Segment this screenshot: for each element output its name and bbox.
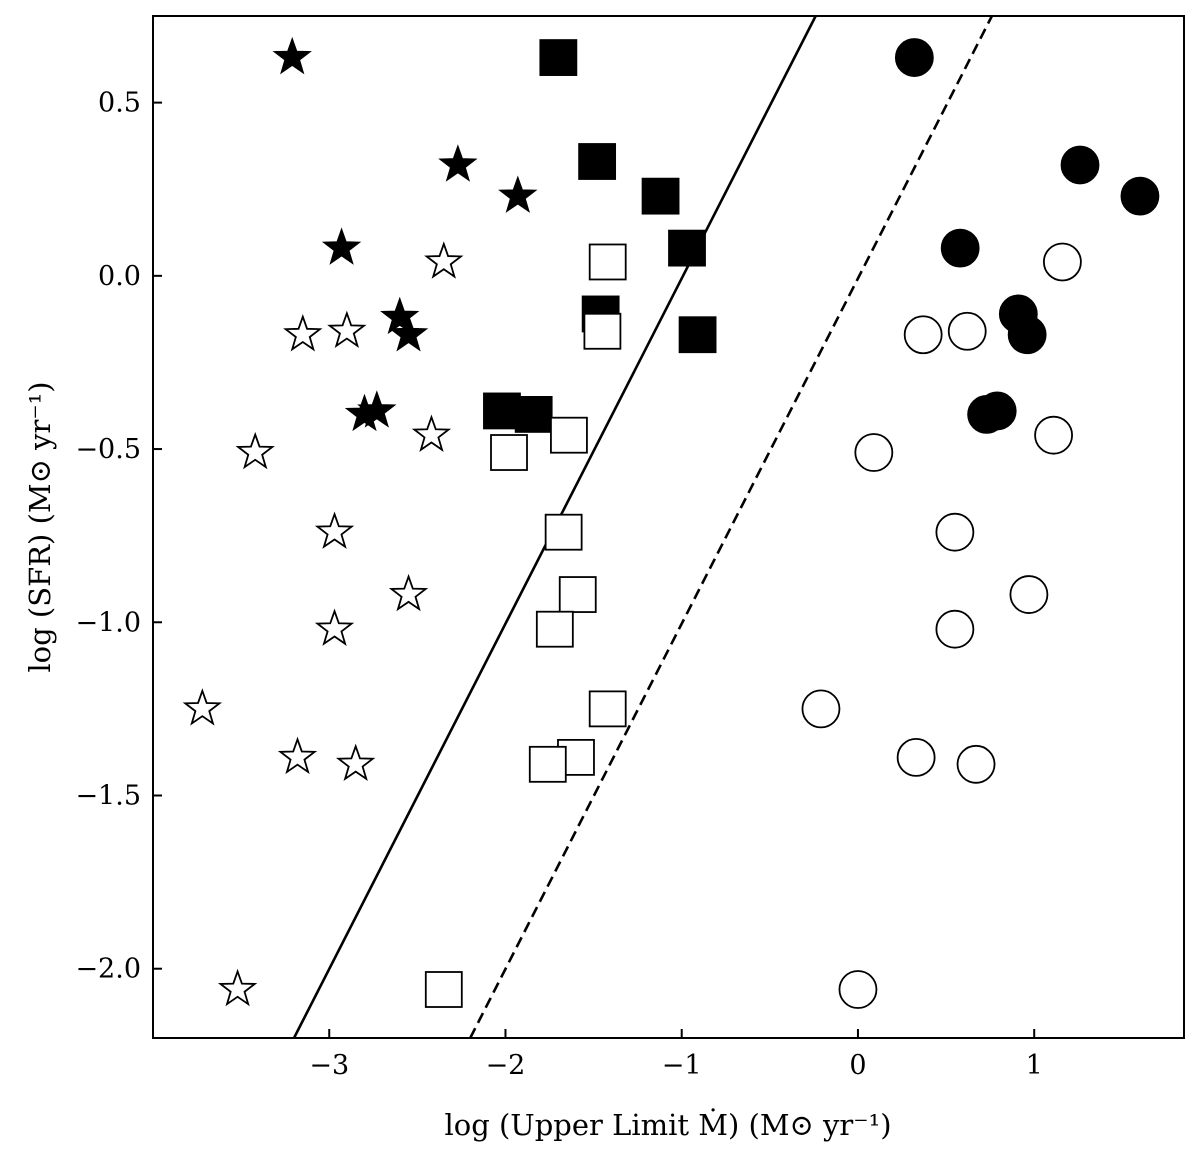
filled-square-point bbox=[641, 177, 680, 215]
filled-square-point bbox=[678, 316, 717, 354]
x-tick-label: 0 bbox=[849, 1050, 866, 1081]
filled-circle-point bbox=[940, 228, 980, 268]
open-square-point bbox=[588, 243, 627, 281]
dashed-reference-line bbox=[469, 16, 994, 1038]
open-circle-point bbox=[1009, 575, 1049, 614]
open-square-point bbox=[490, 434, 528, 471]
open-star-point bbox=[277, 736, 318, 775]
open-circle-point bbox=[956, 744, 996, 784]
filled-square-point bbox=[668, 229, 706, 267]
open-star-point bbox=[411, 414, 452, 452]
open-star-point bbox=[424, 241, 464, 279]
open-circle-point bbox=[947, 311, 987, 351]
open-star-point bbox=[336, 743, 376, 782]
filled-square-point bbox=[514, 396, 553, 433]
y-tick-label: −2.0 bbox=[75, 954, 141, 985]
open-circle-point bbox=[903, 315, 943, 355]
filled-circle-point bbox=[1007, 315, 1047, 355]
open-circle-point bbox=[896, 737, 936, 777]
open-square-point bbox=[588, 690, 627, 728]
y-tick-label: 0.0 bbox=[98, 261, 141, 292]
open-star-point bbox=[314, 511, 355, 549]
filled-star-point bbox=[388, 314, 429, 352]
open-star-point bbox=[388, 573, 429, 612]
open-circle-point bbox=[854, 433, 894, 472]
open-star-point bbox=[283, 314, 323, 352]
open-circle-point bbox=[935, 609, 975, 649]
filled-star-point bbox=[272, 36, 312, 75]
x-tick-label: −3 bbox=[309, 1050, 349, 1081]
filled-star-point bbox=[438, 144, 478, 182]
open-square-point bbox=[558, 576, 597, 613]
open-square-point bbox=[424, 971, 463, 1008]
filled-star-point bbox=[380, 296, 420, 335]
x-axis-label: log (Upper Limit Ṁ) (M⊙ yr⁻¹) bbox=[444, 1107, 891, 1142]
x-tick-label: −2 bbox=[486, 1050, 526, 1081]
open-square-point bbox=[583, 312, 622, 350]
open-circle-point bbox=[1034, 415, 1073, 455]
points-layer bbox=[182, 36, 1160, 1009]
open-square-point bbox=[544, 513, 583, 551]
open-square-point bbox=[550, 416, 588, 454]
filled-square-point bbox=[578, 143, 617, 180]
plot-frame bbox=[152, 15, 1185, 1039]
y-tick-label: 0.5 bbox=[98, 88, 141, 119]
filled-square-point bbox=[483, 392, 521, 430]
open-circle-point bbox=[838, 970, 878, 1009]
y-axis-label: log (SFR) (M⊙ yr⁻¹) bbox=[23, 381, 57, 672]
open-star-point bbox=[314, 608, 355, 646]
open-square-point bbox=[528, 745, 567, 783]
y-tick-label: −1.0 bbox=[75, 607, 141, 638]
y-axis: −2.0 −1.5 −1.0 −0.5 0.0 0.5 bbox=[75, 88, 162, 985]
filled-circle-point bbox=[1060, 145, 1100, 185]
filled-star-point bbox=[498, 175, 538, 213]
open-star-point bbox=[217, 968, 258, 1007]
open-star-point bbox=[235, 431, 275, 470]
open-circle-point bbox=[935, 512, 975, 552]
filled-circle-point bbox=[977, 391, 1017, 431]
open-circle-point bbox=[1042, 242, 1082, 282]
filled-star-point bbox=[321, 227, 362, 265]
x-tick-label: −1 bbox=[662, 1050, 702, 1081]
open-star-point bbox=[182, 688, 223, 726]
x-tick-label: 1 bbox=[1026, 1050, 1043, 1081]
x-axis: −3 −2 −1 0 1 bbox=[309, 1029, 1043, 1081]
y-tick-label: −0.5 bbox=[75, 434, 141, 465]
y-tick-label: −1.5 bbox=[75, 780, 141, 811]
open-circle-point bbox=[801, 689, 841, 729]
filled-square-point bbox=[539, 39, 578, 76]
filled-circle-point bbox=[1120, 176, 1160, 216]
filled-circle-point bbox=[894, 38, 934, 77]
open-square-point bbox=[535, 610, 574, 648]
open-star-point bbox=[327, 310, 367, 348]
filled-star-point bbox=[357, 390, 397, 428]
lines-layer bbox=[292, 16, 994, 1038]
